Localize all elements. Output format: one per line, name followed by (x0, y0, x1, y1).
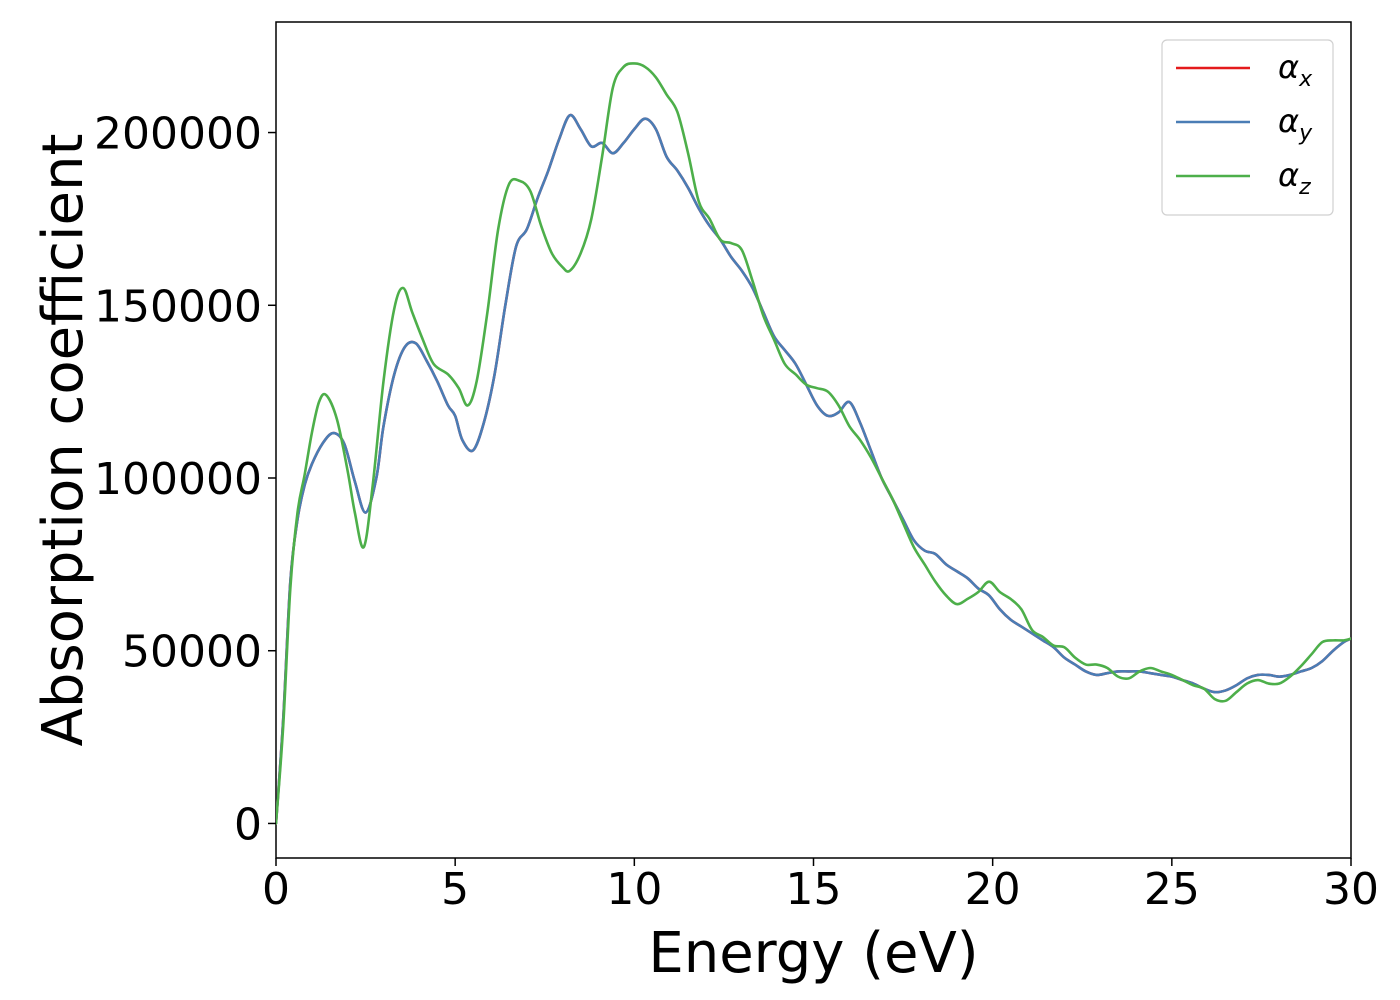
legend-label-y: αy (1278, 102, 1313, 146)
y-axis-ticks: 0 50000 100000 150000 200000 (94, 109, 276, 850)
y-tick-label: 100000 (94, 454, 262, 505)
x-tick-label: 25 (1144, 864, 1200, 915)
x-tick-label: 30 (1323, 864, 1379, 915)
plot-area: 0 5 10 15 20 25 30 0 50000 100000 150000 200000 (94, 21, 1379, 915)
x-tick-label: 10 (606, 864, 662, 915)
series-line-x (276, 113, 1351, 825)
y-tick-label: 50000 (122, 627, 262, 678)
series-line-z (276, 62, 1351, 825)
series-line-y (276, 113, 1351, 825)
y-tick-label: 200000 (94, 109, 262, 160)
x-axis-ticks: 0 5 10 15 20 25 30 (262, 858, 1379, 915)
y-tick-label: 0 (234, 799, 262, 850)
x-tick-label: 15 (786, 864, 842, 915)
legend-label-z: αz (1278, 156, 1311, 200)
legend: αx αy αz (1161, 39, 1334, 216)
x-tick-label: 0 (262, 864, 290, 915)
y-tick-label: 150000 (94, 281, 262, 332)
x-axis-title: Energy (eV) (648, 921, 978, 986)
series-layer (276, 62, 1351, 825)
x-tick-label: 5 (441, 864, 469, 915)
legend-label-x: αx (1278, 48, 1313, 92)
y-axis-title: Absorption coefficient (31, 134, 96, 747)
legend-box (1161, 39, 1334, 216)
legend-items: αx αy αz (1176, 48, 1313, 200)
x-tick-label: 20 (965, 864, 1021, 915)
